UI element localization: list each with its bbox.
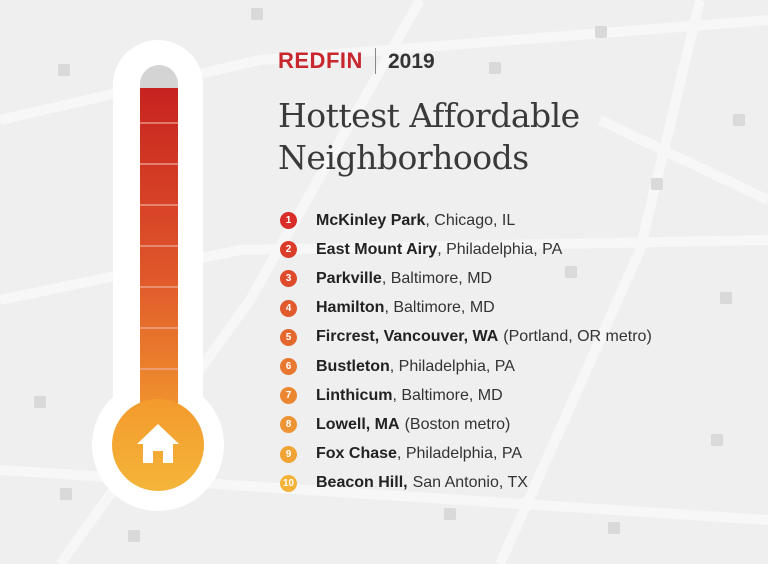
neighborhood-name: Beacon Hill,	[316, 474, 408, 492]
location: , Baltimore, MD	[381, 269, 493, 287]
list-item: 7 Linthicum, Baltimore, MD	[280, 381, 652, 410]
location: , Philadelphia, PA	[437, 240, 563, 258]
location: (Portland, OR metro)	[503, 328, 652, 346]
neighborhood-name: Hamilton	[316, 299, 385, 317]
neighborhood-name: McKinley Park	[316, 211, 426, 229]
location: , Chicago, IL	[425, 211, 516, 229]
location: , Baltimore, MD	[384, 299, 495, 317]
location: , Philadelphia, PA	[389, 357, 515, 375]
rank-badge: 5	[280, 328, 297, 346]
rank-badge: 3	[280, 270, 297, 288]
neighborhood-name: Fircrest, Vancouver, WA	[316, 328, 499, 346]
rank-badge: 9	[280, 445, 297, 463]
neighborhood-name: Lowell, MA	[316, 415, 400, 433]
neighborhood-name: East Mount Airy	[316, 240, 438, 258]
neighborhood-name: Parkville	[316, 269, 382, 287]
location: San Antonio, TX	[412, 474, 528, 492]
location: , Philadelphia, PA	[396, 445, 523, 463]
rank-badge: 8	[280, 416, 297, 434]
brand-logo: REDFIN	[278, 48, 363, 73]
list-item: 2 East Mount Airy, Philadelphia, PA	[280, 235, 652, 264]
list-item: 4 Hamilton, Baltimore, MD	[280, 294, 652, 323]
location: , Baltimore, MD	[392, 386, 503, 404]
ranking-list: 1 McKinley Park, Chicago, IL 2 East Mount A…	[280, 206, 652, 498]
neighborhood-name: Linthicum	[316, 386, 393, 404]
rank-badge: 6	[280, 358, 297, 376]
rank-badge: 10	[280, 474, 297, 492]
neighborhood-name: Fox Chase	[316, 445, 397, 463]
divider	[375, 48, 376, 74]
list-item: 5 Fircrest, Vancouver, WA (Portland, OR me…	[280, 323, 652, 352]
list-item: 9 Fox Chase, Philadelphia, PA	[280, 440, 652, 469]
title-line: Neighborhoods	[278, 138, 529, 177]
rank-badge: 7	[280, 387, 297, 405]
rank-badge: 4	[280, 299, 297, 317]
thermometer	[92, 40, 224, 511]
list-item: 1 McKinley Park, Chicago, IL	[280, 206, 652, 235]
title-line: Hottest Affordable	[278, 96, 580, 135]
list-item: 6 Bustleton, Philadelphia, PA	[280, 352, 652, 381]
location: (Boston metro)	[404, 415, 511, 433]
list-item: 8 Lowell, MA (Boston metro)	[280, 410, 652, 439]
list-item: 3 Parkville, Baltimore, MD	[280, 264, 652, 293]
list-item: 10 Beacon Hill, San Antonio, TX	[280, 469, 652, 498]
map-pins	[34, 8, 745, 542]
rank-badge: 2	[280, 241, 297, 259]
year: 2019	[388, 50, 435, 73]
neighborhood-name: Bustleton	[316, 357, 390, 375]
rank-badge: 1	[280, 212, 297, 230]
